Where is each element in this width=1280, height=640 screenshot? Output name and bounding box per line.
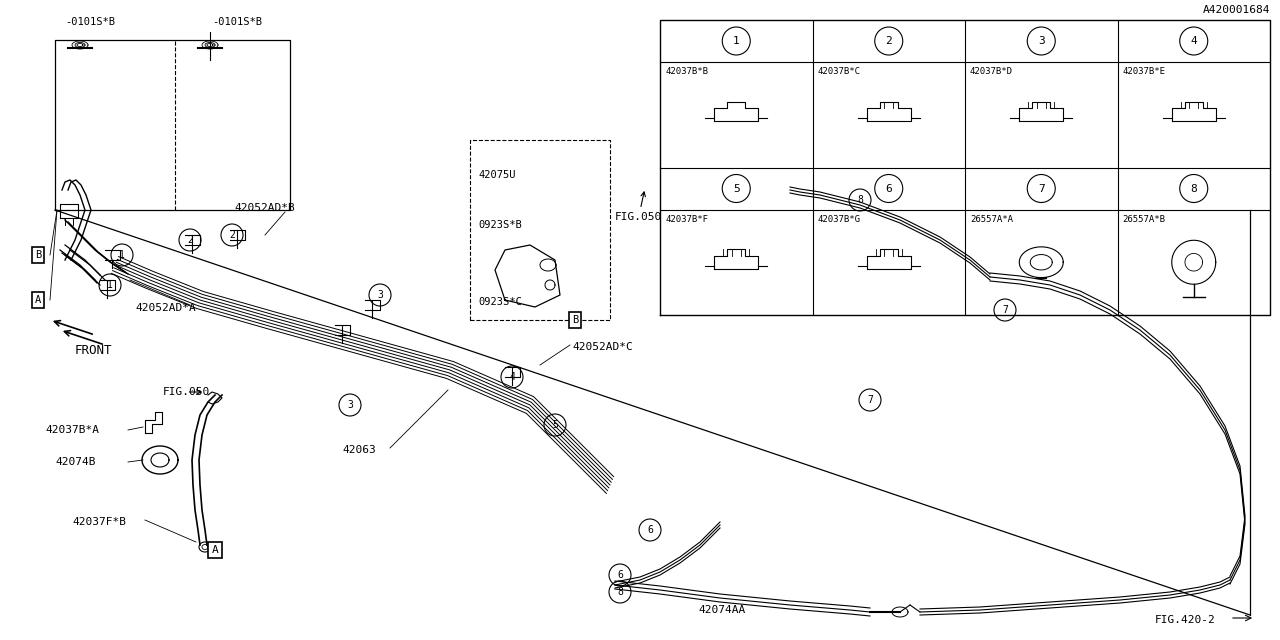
Text: 7: 7 bbox=[1002, 305, 1007, 315]
Text: 42074B: 42074B bbox=[55, 457, 96, 467]
Text: 3: 3 bbox=[378, 290, 383, 300]
Text: 1: 1 bbox=[119, 250, 125, 260]
Text: 6: 6 bbox=[648, 525, 653, 535]
Text: 42037B*F: 42037B*F bbox=[666, 214, 708, 223]
Text: 7: 7 bbox=[867, 395, 873, 405]
Text: 42037B*G: 42037B*G bbox=[818, 214, 860, 223]
Text: B: B bbox=[35, 250, 41, 260]
Text: A420001684: A420001684 bbox=[1202, 5, 1270, 15]
Text: 26557A*A: 26557A*A bbox=[970, 214, 1012, 223]
Text: 8: 8 bbox=[617, 587, 623, 597]
Text: FRONT: FRONT bbox=[76, 344, 113, 356]
Text: 42037B*B: 42037B*B bbox=[666, 67, 708, 76]
Text: 7: 7 bbox=[1038, 184, 1044, 193]
Text: 3: 3 bbox=[1038, 36, 1044, 46]
Text: 4: 4 bbox=[1190, 36, 1197, 46]
Text: 6: 6 bbox=[886, 184, 892, 193]
Text: 2: 2 bbox=[187, 235, 193, 245]
Text: 1: 1 bbox=[108, 280, 113, 290]
Text: 2: 2 bbox=[886, 36, 892, 46]
Text: A: A bbox=[35, 295, 41, 305]
Text: 8: 8 bbox=[858, 195, 863, 205]
Text: 2: 2 bbox=[229, 230, 236, 240]
Text: 42037F*B: 42037F*B bbox=[72, 517, 125, 527]
Text: 26557A*B: 26557A*B bbox=[1123, 214, 1166, 223]
Text: 42063: 42063 bbox=[342, 445, 376, 455]
Text: 42052AD*B: 42052AD*B bbox=[234, 203, 294, 213]
Text: 42037B*A: 42037B*A bbox=[45, 425, 99, 435]
Text: 0923S*B: 0923S*B bbox=[477, 220, 522, 230]
Text: -0101S*B: -0101S*B bbox=[212, 17, 262, 27]
Text: A: A bbox=[211, 545, 219, 555]
Text: FIG.050: FIG.050 bbox=[614, 192, 662, 222]
Text: 42052AD*C: 42052AD*C bbox=[572, 342, 632, 352]
Text: 5: 5 bbox=[552, 420, 558, 430]
Text: FIG.050: FIG.050 bbox=[163, 387, 210, 397]
Text: 42075U: 42075U bbox=[477, 170, 516, 180]
Text: 0923S*C: 0923S*C bbox=[477, 297, 522, 307]
Text: 42037B*D: 42037B*D bbox=[970, 67, 1012, 76]
Text: 6: 6 bbox=[617, 570, 623, 580]
Text: 42037B*C: 42037B*C bbox=[818, 67, 860, 76]
Text: 5: 5 bbox=[733, 184, 740, 193]
Text: 42037B*E: 42037B*E bbox=[1123, 67, 1166, 76]
Text: -0101S*B: -0101S*B bbox=[65, 17, 115, 27]
Text: 1: 1 bbox=[733, 36, 740, 46]
Text: 4: 4 bbox=[509, 372, 515, 382]
Text: FIG.420-2: FIG.420-2 bbox=[1155, 615, 1216, 625]
Text: 42074AA: 42074AA bbox=[698, 605, 745, 615]
Text: 8: 8 bbox=[1190, 184, 1197, 193]
Text: B: B bbox=[572, 315, 579, 325]
Text: 3: 3 bbox=[347, 400, 353, 410]
Text: 42052AD*A: 42052AD*A bbox=[134, 303, 196, 313]
